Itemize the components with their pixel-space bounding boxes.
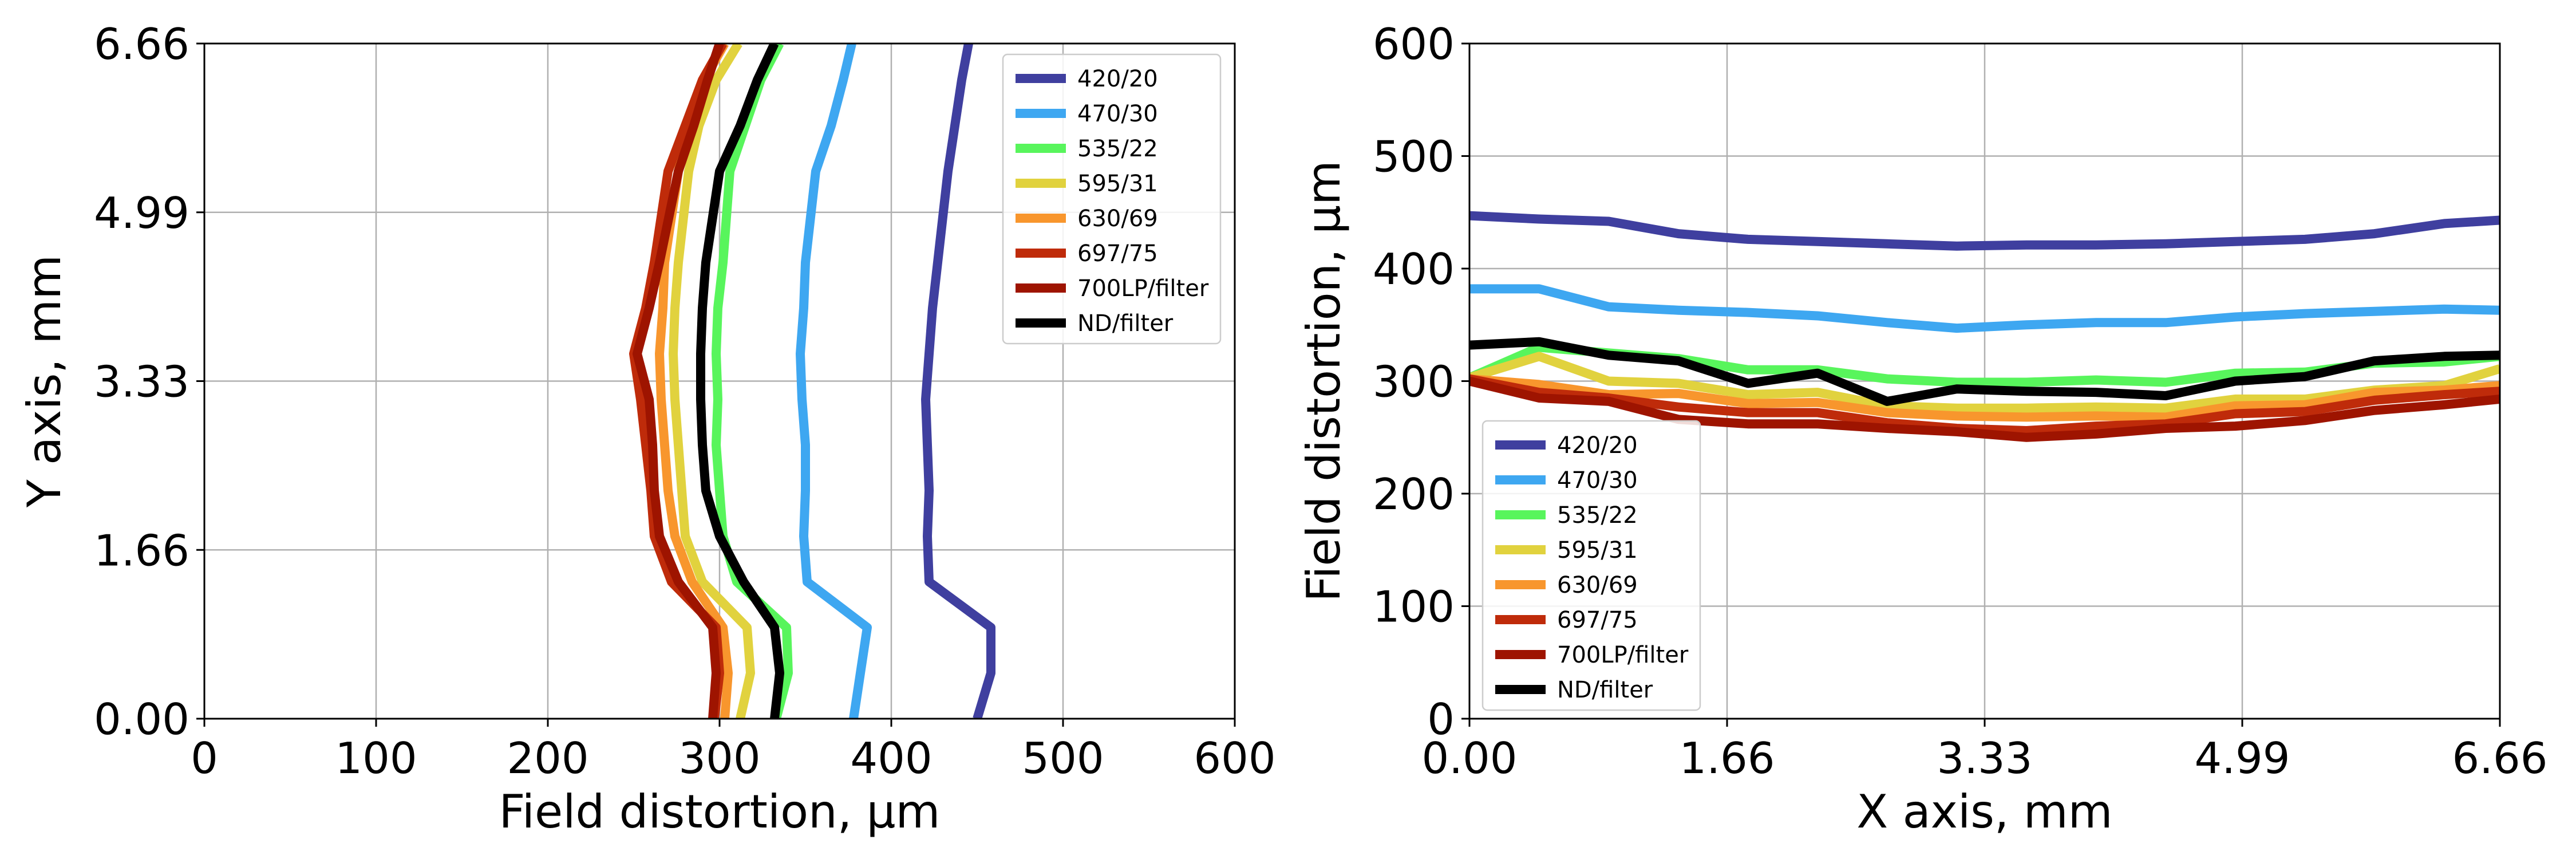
legend-entry: 470/30 <box>1077 101 1158 127</box>
series-line-1 <box>1469 211 2500 251</box>
x-tick-label: 0 <box>191 733 218 783</box>
series-line-5 <box>1469 374 2500 422</box>
legend-entry: 630/69 <box>1557 572 1638 598</box>
axes-frame <box>1468 42 2501 720</box>
y-tick-label: 400 <box>1373 244 1455 294</box>
series-line-7 <box>633 44 724 719</box>
series-line-1 <box>921 44 995 719</box>
series-line-2 <box>1469 284 2500 333</box>
y-axis-label: Field distortion, µm <box>1297 160 1350 602</box>
y-tick-label: 4.99 <box>94 188 189 238</box>
legend-entry: 535/22 <box>1077 136 1158 162</box>
series-line-3 <box>712 44 793 719</box>
legend-entry: 630/69 <box>1077 206 1158 232</box>
x-tick-label: 600 <box>1194 733 1275 783</box>
chart-2: 0.00 1.66 3.33 4.99 6.66 0 100 200 300 400 500 600 X… <box>1297 19 2548 838</box>
legend-box <box>1002 53 1222 345</box>
y-tick-label: 100 <box>1373 582 1455 632</box>
y-tick-label: 1.66 <box>94 525 189 576</box>
x-axis-label: X axis, mm <box>1856 785 2112 838</box>
x-axis-label: Field distortion, µm <box>499 785 941 838</box>
legend-entry: 595/31 <box>1557 537 1638 564</box>
legend: 420/20 470/30 535/22 595/31 630/69 697/75 700L… <box>1481 420 1701 711</box>
legend-entry: ND/filter <box>1077 310 1174 337</box>
y-tick-label: 500 <box>1373 132 1455 182</box>
x-tick-label: 6.66 <box>2452 733 2548 783</box>
legend-entry: 595/31 <box>1077 171 1158 197</box>
legend: 420/20 470/30 535/22 595/31 630/69 697/75 700L… <box>1002 53 1222 345</box>
series-line-2 <box>796 44 872 719</box>
y-tick-label: 0.00 <box>94 694 189 744</box>
y-tick-label: 6.66 <box>94 19 189 69</box>
series-line-7 <box>1469 376 2500 442</box>
legend-entry: 697/75 <box>1557 607 1638 633</box>
x-tick-label: 400 <box>850 733 932 783</box>
x-tick-label: 4.99 <box>2195 733 2290 783</box>
series-line-8 <box>1469 337 2500 406</box>
legend-entry: 535/22 <box>1557 502 1638 529</box>
axes-frame <box>203 42 1236 720</box>
legend-entry: 700LP/filter <box>1557 642 1689 668</box>
x-tick-label: 300 <box>678 733 760 783</box>
legend-entry: 700LP/filter <box>1077 275 1209 302</box>
legend-box <box>1481 420 1701 711</box>
series-line-4 <box>669 44 755 719</box>
legend-entry: 697/75 <box>1077 241 1158 267</box>
series-line-8 <box>696 44 784 719</box>
x-tick-label: 0.00 <box>1422 733 1518 783</box>
y-tick-label: 300 <box>1373 357 1455 407</box>
series-group <box>629 44 995 719</box>
y-tick-label: 0 <box>1427 694 1455 744</box>
x-tick-label: 500 <box>1022 733 1104 783</box>
y-tick-label: 600 <box>1373 19 1455 69</box>
x-tick-label: 3.33 <box>1937 733 2033 783</box>
x-tick-label: 1.66 <box>1680 733 1775 783</box>
y-tick-label: 3.33 <box>94 357 189 407</box>
legend-entry: 470/30 <box>1557 467 1638 494</box>
legend-entry: 420/20 <box>1557 432 1638 459</box>
series-line-6 <box>1469 374 2500 435</box>
x-tick-label: 200 <box>507 733 588 783</box>
legend-entry: ND/filter <box>1557 677 1653 703</box>
chart-1: 0 100 200 300 400 500 600 0.00 1.66 3.33 4.99 6.66 F… <box>18 19 1276 838</box>
y-axis-label: Y axis, mm <box>18 255 71 508</box>
y-tick-label: 200 <box>1373 469 1455 519</box>
x-tick-label: 100 <box>335 733 417 783</box>
series-group <box>1469 211 2500 442</box>
legend-entry: 420/20 <box>1077 66 1158 92</box>
